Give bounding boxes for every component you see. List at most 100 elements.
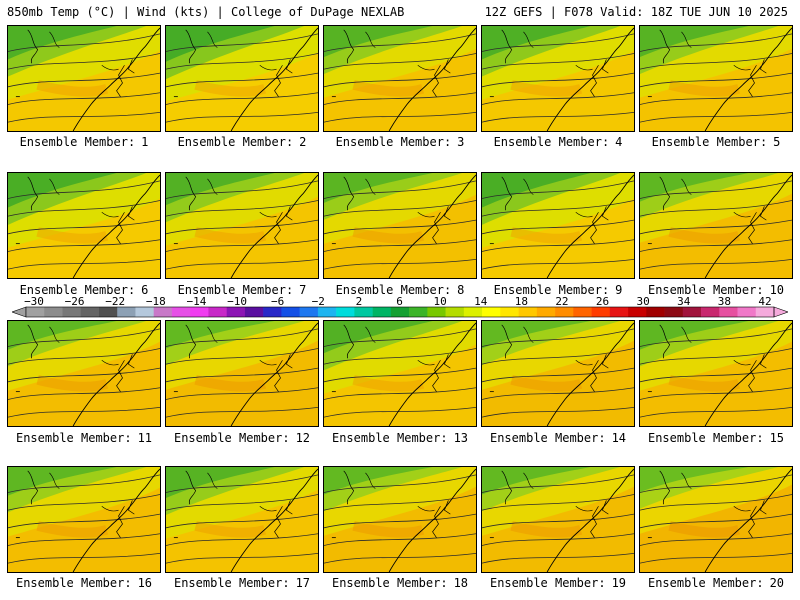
ensemble-member-map xyxy=(639,320,793,427)
member-label: Ensemble Member: xyxy=(177,135,294,149)
temperature-colorbar xyxy=(12,306,788,318)
ensemble-member-caption: Ensemble Member: 12 xyxy=(165,431,319,445)
ensemble-member-caption: Ensemble Member: 18 xyxy=(323,576,477,590)
colorbar-tick-label: 14 xyxy=(474,295,488,308)
ensemble-member-caption: Ensemble Member: 1 xyxy=(7,135,161,149)
colorbar-tick-label: −14 xyxy=(186,295,207,308)
member-label: Ensemble Member: xyxy=(331,431,448,445)
member-number: 2 xyxy=(299,135,307,149)
ensemble-member-map xyxy=(481,320,635,427)
colorbar-tick-label: 22 xyxy=(555,295,569,308)
member-number: 6 xyxy=(141,283,149,297)
member-label: Ensemble Member: xyxy=(651,135,768,149)
ensemble-member-caption: Ensemble Member: 5 xyxy=(639,135,793,149)
member-label: Ensemble Member: xyxy=(489,431,606,445)
colorbar-tick-label: −30 xyxy=(24,295,44,308)
member-label: Ensemble Member: xyxy=(493,135,610,149)
colorbar-tick-label: −22 xyxy=(105,295,126,308)
colorbar-tick-label: −6 xyxy=(271,295,285,308)
ensemble-member-map xyxy=(165,320,319,427)
member-label: Ensemble Member: xyxy=(335,135,452,149)
ensemble-member-map xyxy=(639,25,793,132)
member-label: Ensemble Member: xyxy=(19,135,136,149)
colorbar-tick-label: 2 xyxy=(355,295,363,308)
member-label: Ensemble Member: xyxy=(335,283,452,297)
ensemble-member-caption: Ensemble Member: 17 xyxy=(165,576,319,590)
colorbar-tick-label: 30 xyxy=(636,295,650,308)
colorbar-tick-label: 42 xyxy=(758,295,772,308)
ensemble-member-map xyxy=(323,466,477,573)
member-label: Ensemble Member: xyxy=(15,431,132,445)
member-number: 15 xyxy=(769,431,785,445)
ensemble-member-caption: Ensemble Member: 13 xyxy=(323,431,477,445)
member-label: Ensemble Member: xyxy=(173,431,290,445)
member-number: 7 xyxy=(299,283,307,297)
ensemble-member-caption: Ensemble Member: 15 xyxy=(639,431,793,445)
ensemble-member-map xyxy=(639,466,793,573)
model-run-info: 12Z GEFS | F078 Valid: 18Z TUE JUN 10 20… xyxy=(484,5,788,19)
colorbar-tick-label: 6 xyxy=(396,295,403,308)
ensemble-member-map xyxy=(323,320,477,427)
member-number: 19 xyxy=(611,576,627,590)
ensemble-member-caption: Ensemble Member: 19 xyxy=(481,576,635,590)
ensemble-member-caption: Ensemble Member: 6 xyxy=(7,283,161,297)
ensemble-member-caption: Ensemble Member: 4 xyxy=(481,135,635,149)
member-number: 5 xyxy=(773,135,781,149)
ensemble-member-map xyxy=(7,320,161,427)
colorbar-tick-label: 34 xyxy=(677,295,691,308)
ensemble-member-map xyxy=(165,25,319,132)
member-label: Ensemble Member: xyxy=(19,283,136,297)
ensemble-member-map xyxy=(7,25,161,132)
member-label: Ensemble Member: xyxy=(647,431,764,445)
colorbar-tick-label: −2 xyxy=(311,295,325,308)
colorbar-tick-label: 10 xyxy=(433,295,447,308)
ensemble-member-map xyxy=(481,172,635,279)
ensemble-member-caption: Ensemble Member: 14 xyxy=(481,431,635,445)
ensemble-member-caption: Ensemble Member: 10 xyxy=(639,283,793,297)
member-number: 10 xyxy=(769,283,785,297)
member-number: 14 xyxy=(611,431,627,445)
member-number: 13 xyxy=(453,431,469,445)
colorbar-tick-label: −26 xyxy=(64,295,85,308)
ensemble-member-caption: Ensemble Member: 8 xyxy=(323,283,477,297)
member-label: Ensemble Member: xyxy=(173,576,290,590)
member-label: Ensemble Member: xyxy=(331,576,448,590)
ensemble-member-caption: Ensemble Member: 16 xyxy=(7,576,161,590)
ensemble-member-map xyxy=(481,466,635,573)
member-label: Ensemble Member: xyxy=(489,576,606,590)
ensemble-member-map xyxy=(165,466,319,573)
member-number: 3 xyxy=(457,135,465,149)
colorbar-tick-label: −10 xyxy=(227,295,247,308)
member-number: 9 xyxy=(615,283,623,297)
member-number: 12 xyxy=(295,431,311,445)
map-title: 850mb Temp (°C) | Wind (kts) | College o… xyxy=(7,5,405,19)
ensemble-member-caption: Ensemble Member: 3 xyxy=(323,135,477,149)
member-number: 18 xyxy=(453,576,469,590)
colorbar-tick-label: 26 xyxy=(595,295,610,308)
ensemble-member-map xyxy=(7,466,161,573)
ensemble-member-caption: Ensemble Member: 20 xyxy=(639,576,793,590)
ensemble-member-caption: Ensemble Member: 11 xyxy=(7,431,161,445)
ensemble-member-map xyxy=(165,172,319,279)
member-number: 11 xyxy=(137,431,153,445)
member-label: Ensemble Member: xyxy=(177,283,294,297)
ensemble-member-map xyxy=(639,172,793,279)
member-label: Ensemble Member: xyxy=(647,283,764,297)
colorbar-tick-label: 38 xyxy=(717,295,731,308)
ensemble-member-map xyxy=(481,25,635,132)
colorbar-tick-label: 18 xyxy=(514,295,528,308)
member-number: 1 xyxy=(141,135,149,149)
ensemble-member-caption: Ensemble Member: 2 xyxy=(165,135,319,149)
member-label: Ensemble Member: xyxy=(493,283,610,297)
member-number: 16 xyxy=(137,576,153,590)
ensemble-member-map xyxy=(323,172,477,279)
member-label: Ensemble Member: xyxy=(15,576,132,590)
ensemble-member-map xyxy=(7,172,161,279)
member-number: 8 xyxy=(457,283,465,297)
ensemble-member-caption: Ensemble Member: 9 xyxy=(481,283,635,297)
member-number: 4 xyxy=(615,135,623,149)
colorbar-tick-label: −18 xyxy=(145,295,166,308)
ensemble-member-map xyxy=(323,25,477,132)
ensemble-member-caption: Ensemble Member: 7 xyxy=(165,283,319,297)
member-label: Ensemble Member: xyxy=(647,576,764,590)
